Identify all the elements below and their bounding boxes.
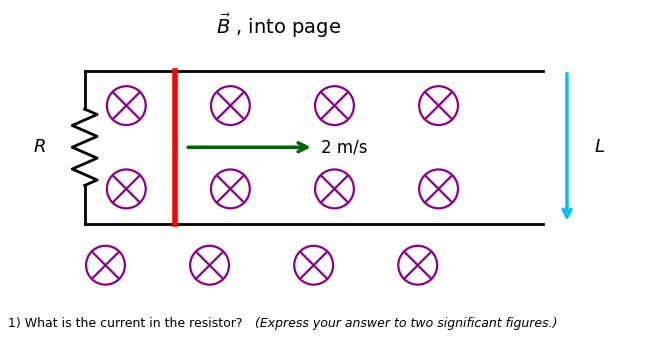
- Text: $\vec{B}$ , into page: $\vec{B}$ , into page: [216, 12, 342, 40]
- Text: (Express your answer to two significant figures.): (Express your answer to two significant …: [255, 317, 557, 330]
- Text: 2 m/s: 2 m/s: [320, 138, 367, 156]
- Text: L: L: [594, 138, 604, 156]
- Text: 1) What is the current in the resistor?: 1) What is the current in the resistor?: [9, 317, 247, 330]
- Text: R: R: [33, 138, 46, 156]
